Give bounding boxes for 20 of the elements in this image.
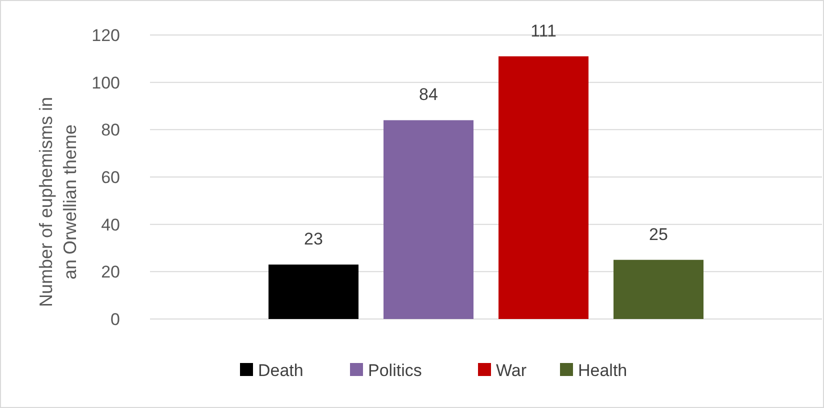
y-tick-label: 80 xyxy=(101,120,120,140)
legend-label: Politics xyxy=(368,360,422,380)
bar xyxy=(268,264,358,319)
y-axis-title: Number of euphemisms in an Orwellian theme xyxy=(36,96,80,308)
y-tick-label: 100 xyxy=(92,73,120,92)
y-tick-label: 20 xyxy=(101,262,120,282)
data-label: 23 xyxy=(304,230,323,249)
bar xyxy=(498,56,588,319)
data-label: 111 xyxy=(530,21,556,40)
legend-label: Death xyxy=(258,360,304,380)
legend-label: War xyxy=(496,360,527,380)
y-tick-label: 120 xyxy=(92,26,120,45)
legend-label: Health xyxy=(578,360,628,380)
y-tick-label: 0 xyxy=(110,310,120,329)
bar xyxy=(384,120,474,319)
data-label: 84 xyxy=(419,85,438,104)
y-tick-label: 60 xyxy=(101,168,120,187)
data-label: 25 xyxy=(649,224,668,244)
y-tick-label: 40 xyxy=(101,215,120,234)
bar xyxy=(614,260,704,319)
